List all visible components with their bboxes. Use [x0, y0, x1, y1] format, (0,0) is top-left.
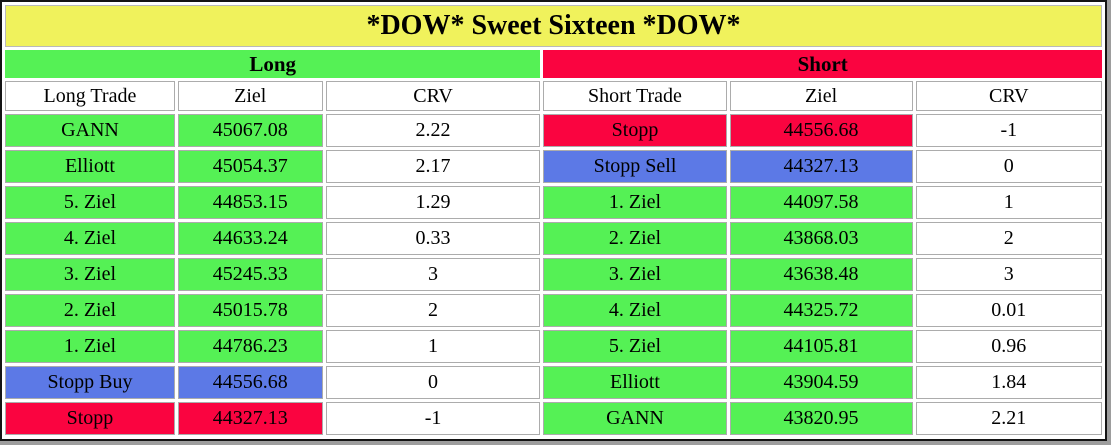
sweet-sixteen-table: *DOW* Sweet Sixteen *DOW* Long Short Lon… — [2, 2, 1105, 438]
column-header-short-ziel: Ziel — [729, 81, 913, 111]
trade-row: 1. Ziel 44786.23 1 5. Ziel 44105.81 0.96 — [5, 330, 1102, 363]
trade-row: 4. Ziel 44633.24 0.33 2. Ziel 43868.03 2 — [5, 222, 1102, 255]
short-ziel-cell: 43820.95 — [729, 402, 913, 435]
long-trade-cell: 2. Ziel — [5, 294, 175, 327]
short-trade-cell: Stopp Sell — [543, 150, 727, 183]
long-crv-cell: -1 — [325, 402, 541, 435]
long-crv-cell: 2.22 — [325, 114, 541, 147]
long-ziel-cell: 45245.33 — [177, 258, 323, 291]
short-trade-cell: Stopp — [543, 114, 727, 147]
short-crv-cell: 2 — [915, 222, 1102, 255]
short-trade-cell: 2. Ziel — [543, 222, 727, 255]
long-trade-cell: 1. Ziel — [5, 330, 175, 363]
trade-row: GANN 45067.08 2.22 Stopp 44556.68 -1 — [5, 114, 1102, 147]
short-trade-cell: GANN — [543, 402, 727, 435]
trade-row: Stopp 44327.13 -1 GANN 43820.95 2.21 — [5, 402, 1102, 435]
short-trade-cell: 5. Ziel — [543, 330, 727, 363]
long-ziel-cell: 45067.08 — [177, 114, 323, 147]
long-crv-cell: 1 — [325, 330, 541, 363]
long-trade-cell: 4. Ziel — [5, 222, 175, 255]
column-header-row: Long Trade Ziel CRV Short Trade Ziel CRV — [5, 81, 1102, 111]
trade-row: Stopp Buy 44556.68 0 Elliott 43904.59 1.… — [5, 366, 1102, 399]
long-crv-cell: 0 — [325, 366, 541, 399]
long-ziel-cell: 44327.13 — [177, 402, 323, 435]
long-crv-cell: 2.17 — [325, 150, 541, 183]
page-title: *DOW* Sweet Sixteen *DOW* — [5, 5, 1102, 47]
short-trade-cell: Elliott — [543, 366, 727, 399]
column-header-long-ziel: Ziel — [177, 81, 323, 111]
trade-row: Elliott 45054.37 2.17 Stopp Sell 44327.1… — [5, 150, 1102, 183]
long-crv-cell: 0.33 — [325, 222, 541, 255]
short-crv-cell: 0.96 — [915, 330, 1102, 363]
short-ziel-cell: 43638.48 — [729, 258, 913, 291]
short-ziel-cell: 44325.72 — [729, 294, 913, 327]
short-crv-cell: 1 — [915, 186, 1102, 219]
long-trade-cell: Stopp — [5, 402, 175, 435]
column-header-short-crv: CRV — [915, 81, 1102, 111]
short-ziel-cell: 43904.59 — [729, 366, 913, 399]
short-trade-cell: 1. Ziel — [543, 186, 727, 219]
long-trade-cell: Elliott — [5, 150, 175, 183]
short-crv-cell: 1.84 — [915, 366, 1102, 399]
short-section-header: Short — [543, 50, 1102, 78]
section-band-row: Long Short — [5, 50, 1102, 78]
long-ziel-cell: 44853.15 — [177, 186, 323, 219]
column-header-long-crv: CRV — [325, 81, 541, 111]
long-trade-cell: 5. Ziel — [5, 186, 175, 219]
long-ziel-cell: 44633.24 — [177, 222, 323, 255]
column-header-short-trade: Short Trade — [543, 81, 727, 111]
title-row: *DOW* Sweet Sixteen *DOW* — [5, 5, 1102, 47]
long-trade-cell: 3. Ziel — [5, 258, 175, 291]
long-crv-cell: 2 — [325, 294, 541, 327]
long-ziel-cell: 45015.78 — [177, 294, 323, 327]
long-crv-cell: 3 — [325, 258, 541, 291]
short-trade-cell: 4. Ziel — [543, 294, 727, 327]
short-crv-cell: -1 — [915, 114, 1102, 147]
trade-row: 3. Ziel 45245.33 3 3. Ziel 43638.48 3 — [5, 258, 1102, 291]
long-trade-cell: GANN — [5, 114, 175, 147]
short-ziel-cell: 44097.58 — [729, 186, 913, 219]
long-ziel-cell: 44786.23 — [177, 330, 323, 363]
trade-row: 5. Ziel 44853.15 1.29 1. Ziel 44097.58 1 — [5, 186, 1102, 219]
short-ziel-cell: 44327.13 — [729, 150, 913, 183]
short-ziel-cell: 44105.81 — [729, 330, 913, 363]
short-crv-cell: 0.01 — [915, 294, 1102, 327]
long-ziel-cell: 45054.37 — [177, 150, 323, 183]
short-trade-cell: 3. Ziel — [543, 258, 727, 291]
short-ziel-cell: 43868.03 — [729, 222, 913, 255]
trade-row: 2. Ziel 45015.78 2 4. Ziel 44325.72 0.01 — [5, 294, 1102, 327]
long-ziel-cell: 44556.68 — [177, 366, 323, 399]
long-section-header: Long — [5, 50, 541, 78]
short-ziel-cell: 44556.68 — [729, 114, 913, 147]
short-crv-cell: 2.21 — [915, 402, 1102, 435]
short-crv-cell: 0 — [915, 150, 1102, 183]
long-crv-cell: 1.29 — [325, 186, 541, 219]
column-header-long-trade: Long Trade — [5, 81, 175, 111]
short-crv-cell: 3 — [915, 258, 1102, 291]
long-trade-cell: Stopp Buy — [5, 366, 175, 399]
